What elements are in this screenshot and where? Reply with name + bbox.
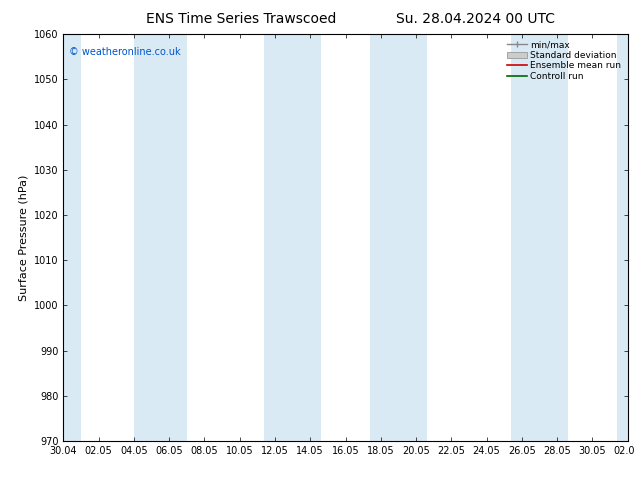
Text: Su. 28.04.2024 00 UTC: Su. 28.04.2024 00 UTC bbox=[396, 12, 555, 26]
Bar bbox=[134, 34, 187, 441]
Bar bbox=[617, 34, 634, 441]
Bar bbox=[511, 34, 567, 441]
Bar bbox=[264, 34, 321, 441]
Legend: min/max, Standard deviation, Ensemble mean run, Controll run: min/max, Standard deviation, Ensemble me… bbox=[505, 39, 623, 82]
Bar bbox=[370, 34, 427, 441]
Text: © weatheronline.co.uk: © weatheronline.co.uk bbox=[69, 47, 181, 56]
Bar bbox=[46, 34, 81, 441]
Text: ENS Time Series Trawscoed: ENS Time Series Trawscoed bbox=[146, 12, 336, 26]
Y-axis label: Surface Pressure (hPa): Surface Pressure (hPa) bbox=[18, 174, 29, 301]
